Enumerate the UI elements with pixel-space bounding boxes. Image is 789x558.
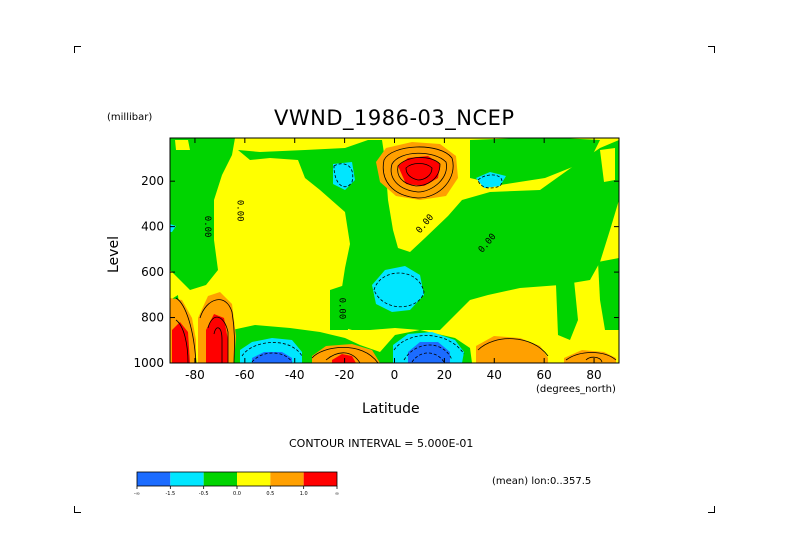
chart-title: VWND_1986-03_NCEP <box>274 106 515 130</box>
corner-mark-bottom-left <box>74 506 81 513</box>
field-red-jet-core <box>398 156 440 186</box>
colorbar-label: ∞ <box>335 491 339 497</box>
x-axis-ticks: -80 -60 -40 -20 0 20 40 60 80 <box>185 138 602 382</box>
contour-label: 0.00 <box>234 200 244 222</box>
colorbar-label: 1.0 <box>300 491 308 497</box>
x-tick-label: -60 <box>235 368 255 382</box>
averaging-text: (mean) lon:0..357.5 <box>492 476 592 487</box>
contour-fields <box>170 138 619 363</box>
y-tick-label: 400 <box>141 220 164 234</box>
corner-mark-bottom-right <box>708 506 715 513</box>
contour-interval-text: CONTOUR INTERVAL = 5.000E-01 <box>289 437 474 450</box>
colorbar-label: -0.5 <box>199 491 209 497</box>
colorbar-swatch <box>203 472 237 486</box>
colorbar-label: 0.0 <box>233 491 241 497</box>
x-tick-label: 0 <box>391 368 399 382</box>
field-green-east-lower <box>556 280 578 340</box>
x-tick-label: -80 <box>185 368 205 382</box>
colorbar-label: 0.5 <box>266 491 274 497</box>
field-orange-far-east <box>564 350 616 363</box>
x-axis-label: Latitude <box>362 401 420 417</box>
field-green-west-upper <box>196 140 214 250</box>
colorbar-label: -∞ <box>134 491 140 497</box>
field-green-upper-right <box>470 138 600 185</box>
contour-lines <box>175 146 617 363</box>
y-tick-label: 600 <box>141 265 164 279</box>
field-orange-east <box>476 336 548 363</box>
field-red-sw-2 <box>206 314 228 363</box>
y-tick-label: 200 <box>141 174 164 188</box>
field-green-east-right <box>598 258 619 330</box>
y-tick-label: 800 <box>141 311 164 325</box>
field-cyan-upper <box>333 162 355 190</box>
colorbar: -∞ -1.5 -0.5 0.0 0.5 1.0 ∞ <box>134 471 339 497</box>
x-tick-label: -40 <box>285 368 305 382</box>
contour-label: 0.00 <box>202 216 212 238</box>
field-yellow-island-1 <box>270 180 290 198</box>
contour-label: 0.00 <box>337 298 347 320</box>
field-green-mid-left <box>330 285 348 330</box>
y-axis-ticks: 200 400 600 800 1000 <box>133 174 619 370</box>
colorbar-label: -1.5 <box>165 491 175 497</box>
x-axis-units: (degrees_north) <box>536 384 616 395</box>
x-tick-label: 20 <box>437 368 452 382</box>
corner-mark-top-left <box>74 46 81 53</box>
x-tick-label: 80 <box>586 368 601 382</box>
field-red-south-center <box>332 354 356 363</box>
field-yellow-island-2 <box>600 148 615 182</box>
colorbar-swatch <box>303 472 337 486</box>
field-red-sw-1 <box>172 322 190 363</box>
x-tick-label: -20 <box>335 368 355 382</box>
x-tick-label: 40 <box>487 368 502 382</box>
colorbar-swatch <box>170 472 204 486</box>
field-yellow-island-3 <box>175 140 190 150</box>
x-tick-label: 60 <box>537 368 552 382</box>
colorbar-swatch <box>137 472 171 486</box>
field-green-center <box>238 140 619 330</box>
y-tick-label: 1000 <box>133 356 164 370</box>
field-cyan-left-edge <box>170 224 176 232</box>
colorbar-swatch <box>237 472 271 486</box>
corner-mark-top-right <box>708 46 715 53</box>
field-cyan-mid <box>372 266 424 312</box>
colorbar-swatch <box>270 472 304 486</box>
y-axis-units: (millibar) <box>107 112 153 123</box>
